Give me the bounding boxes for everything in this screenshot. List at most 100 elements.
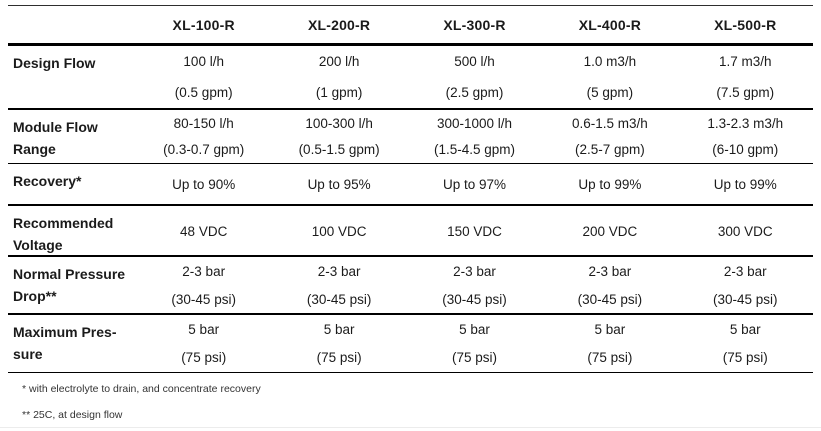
cell-imperial-value: (75 psi) xyxy=(587,350,633,366)
column-header: XL-500-R xyxy=(714,16,777,33)
cell-value: Up to 99% xyxy=(713,176,777,192)
table-cell: 200 l/h (1 gpm) xyxy=(271,46,406,108)
row-label: Design Flow xyxy=(13,55,96,71)
cell-imperial-value: (0.5 gpm) xyxy=(174,85,233,100)
table-cell: 100 VDC xyxy=(271,206,406,256)
cell-metric-value: 1.0 m3/h xyxy=(583,54,637,69)
table-cell: 5 bar (75 psi) xyxy=(136,315,271,372)
table-cell: 1.7 m3/h (7.5 gpm) xyxy=(678,46,813,108)
cell-value: 100 VDC xyxy=(311,223,367,239)
cell-imperial-value: (30-45 psi) xyxy=(577,291,643,307)
cell-metric-value: 2-3 bar xyxy=(588,263,632,279)
cell-metric-value: 2-3 bar xyxy=(182,263,226,279)
cell-metric-value: 2-3 bar xyxy=(723,263,767,279)
cell-value: 200 VDC xyxy=(582,223,638,239)
cell-imperial-value: (75 psi) xyxy=(181,350,227,366)
table-cell: 5 bar (75 psi) xyxy=(271,315,406,372)
cell-value: Up to 90% xyxy=(172,176,236,192)
table-cell: 300 VDC xyxy=(678,206,813,256)
cell-imperial-value: (7.5 gpm) xyxy=(716,85,775,100)
table-cell: 80-150 l/h (0.3-0.7 gpm) xyxy=(136,110,271,163)
cell-metric-value: 300-1000 l/h xyxy=(436,115,513,131)
cell-value: 48 VDC xyxy=(180,223,228,239)
row-label: Maximum Pres- sure xyxy=(13,324,117,362)
cell-value: Up to 97% xyxy=(442,176,507,192)
footnote-recovery: * with electrolyte to drain, and concent… xyxy=(22,383,261,395)
table-cell: 2-3 bar (30-45 psi) xyxy=(136,257,271,313)
cell-value: Up to 95% xyxy=(307,176,371,192)
spec-table: XL-100-R XL-200-R XL-300-R XL-400-R XL-5… xyxy=(8,5,813,421)
cell-imperial-value: (2.5-7 gpm) xyxy=(575,142,645,158)
corner-cell xyxy=(8,6,136,43)
row-label: Recommended Voltage xyxy=(13,215,114,253)
table-cell: 1.0 m3/h (5 gpm) xyxy=(542,46,677,108)
cell-imperial-value: (5 gpm) xyxy=(586,85,634,100)
cell-imperial-value: (2.5 gpm) xyxy=(445,85,504,100)
column-header: XL-100-R xyxy=(172,16,235,33)
cell-metric-value: 2-3 bar xyxy=(453,263,496,279)
table-cell: 5 bar (75 psi) xyxy=(678,315,813,372)
cell-metric-value: 500 l/h xyxy=(454,54,495,69)
cell-metric-value: 5 bar xyxy=(323,321,355,337)
table-row-recommended-voltage: Recommended Voltage 48 VDC 100 VDC 150 V… xyxy=(8,206,813,257)
cell-metric-value: 0.6-1.5 m3/h xyxy=(571,115,648,131)
row-label: Normal Pressure Drop** xyxy=(13,266,126,304)
cell-metric-value: 1.7 m3/h xyxy=(719,54,772,69)
cell-metric-value: 5 bar xyxy=(188,321,220,337)
table-cell: 100 l/h (0.5 gpm) xyxy=(136,46,271,108)
cell-metric-value: 1.3-2.3 m3/h xyxy=(707,115,784,131)
cell-metric-value: 5 bar xyxy=(594,321,626,337)
cell-imperial-value: (0.3-0.7 gpm) xyxy=(163,142,245,158)
table-cell: 5 bar (75 psi) xyxy=(407,315,542,372)
cell-imperial-value: (30-45 psi) xyxy=(713,291,778,307)
column-header: XL-400-R xyxy=(578,16,642,33)
cell-metric-value: 80-150 l/h xyxy=(173,115,234,131)
cell-metric-value: 5 bar xyxy=(729,321,761,337)
table-cell: Up to 97% xyxy=(407,164,542,204)
table-row-normal-pressure-drop: Normal Pressure Drop** 2-3 bar (30-45 ps… xyxy=(8,257,813,315)
table-cell: Up to 95% xyxy=(271,164,406,204)
table-cell: 1.3-2.3 m3/h (6-10 gpm) xyxy=(678,110,813,163)
table-cell: Up to 99% xyxy=(542,164,677,204)
table-row-design-flow: Design Flow 100 l/h (0.5 gpm) 200 l/h (1… xyxy=(8,46,813,110)
cell-imperial-value: (0.5-1.5 gpm) xyxy=(298,142,380,158)
table-cell: 0.6-1.5 m3/h (2.5-7 gpm) xyxy=(542,110,677,163)
cell-metric-value: 2-3 bar xyxy=(317,263,361,279)
cell-value: 300 VDC xyxy=(717,223,773,239)
cell-imperial-value: (6-10 gpm) xyxy=(712,142,779,158)
cell-value: 150 VDC xyxy=(447,223,502,239)
cell-imperial-value: (30-45 psi) xyxy=(171,291,236,307)
footnotes-section: * with electrolyte to drain, and concent… xyxy=(22,383,813,421)
table-cell: 5 bar (75 psi) xyxy=(542,315,677,372)
cell-metric-value: 100-300 l/h xyxy=(305,115,373,131)
table-cell: Up to 90% xyxy=(136,164,271,204)
cell-imperial-value: (1 gpm) xyxy=(315,85,363,100)
table-cell: 48 VDC xyxy=(136,206,271,256)
cell-imperial-value: (75 psi) xyxy=(722,350,768,366)
cell-imperial-value: (30-45 psi) xyxy=(442,291,507,307)
table-row-recovery: Recovery* Up to 90% Up to 95% Up to 97% … xyxy=(8,164,813,206)
cell-metric-value: 5 bar xyxy=(459,321,490,337)
table-cell: Up to 99% xyxy=(678,164,813,204)
table-cell: 2-3 bar (30-45 psi) xyxy=(542,257,677,313)
table-cell: 150 VDC xyxy=(407,206,542,256)
cell-imperial-value: (1.5-4.5 gpm) xyxy=(433,142,516,158)
table-cell: 300-1000 l/h (1.5-4.5 gpm) xyxy=(407,110,542,163)
footnote-pressure-drop: ** 25C, at design flow xyxy=(22,409,123,421)
row-label: Recovery* xyxy=(13,173,82,189)
cell-imperial-value: (75 psi) xyxy=(316,350,362,366)
cell-metric-value: 100 l/h xyxy=(183,54,224,69)
table-header-row: XL-100-R XL-200-R XL-300-R XL-400-R XL-5… xyxy=(8,5,813,46)
column-header: XL-300-R xyxy=(443,16,506,33)
table-cell: 2-3 bar (30-45 psi) xyxy=(407,257,542,313)
page-bottom-divider xyxy=(0,427,821,428)
table-row-module-flow-range: Module Flow Range 80-150 l/h (0.3-0.7 gp… xyxy=(8,110,813,164)
table-cell: 500 l/h (2.5 gpm) xyxy=(407,46,542,108)
table-cell: 2-3 bar (30-45 psi) xyxy=(271,257,406,313)
cell-value: Up to 99% xyxy=(578,176,642,192)
row-label: Module Flow Range xyxy=(13,119,98,157)
column-header: XL-200-R xyxy=(307,16,371,33)
table-cell: 200 VDC xyxy=(542,206,677,256)
cell-imperial-value: (75 psi) xyxy=(451,350,497,366)
cell-metric-value: 200 l/h xyxy=(318,54,360,69)
